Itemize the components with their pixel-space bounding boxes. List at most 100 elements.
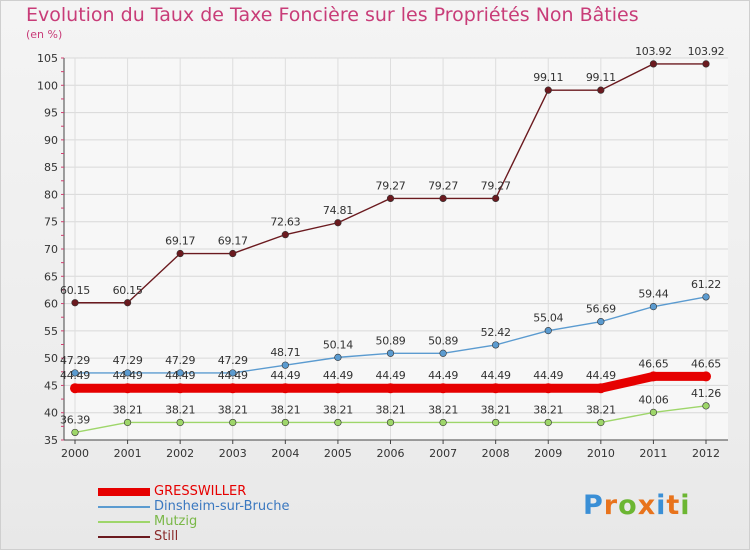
chart-title: Evolution du Taux de Taxe Foncière sur l… [26,4,639,26]
series-mutzig [71,402,710,437]
data-label: 48.71 [270,346,300,359]
data-point [386,194,395,203]
data-point [702,402,710,410]
data-point [438,383,449,394]
data-point [492,341,500,349]
y-tick-label: 75 [44,216,58,229]
data-point [123,369,132,377]
data-point [281,231,289,239]
data-label: 60.15 [60,284,90,297]
data-label: 79.27 [376,179,406,192]
data-label: 38.21 [323,403,353,416]
y-tick-label: 35 [44,434,58,447]
data-label: 38.21 [376,403,406,416]
data-label: 44.49 [270,369,300,382]
x-tick-label: 2012 [692,447,720,460]
data-point [701,371,711,382]
x-tick-label: 2001 [114,447,142,460]
y-tick-label: 45 [44,379,58,392]
data-label: 74.81 [323,204,353,217]
x-tick-label: 2002 [166,447,194,460]
data-point [544,327,552,335]
x-tick-label: 2010 [587,447,615,460]
data-point [175,383,186,394]
data-label: 52.42 [481,326,511,339]
data-label: 44.49 [481,369,511,382]
data-label: 44.49 [586,369,616,382]
data-point [229,249,237,258]
data-label: 56.69 [586,303,616,316]
x-tick-label: 2005 [324,447,352,460]
data-label: 72.63 [270,216,300,229]
data-label: 38.21 [218,403,248,416]
y-tick-label: 95 [44,107,58,120]
data-point [71,428,79,437]
data-point [123,299,132,307]
data-point [492,194,500,203]
data-point [649,60,658,68]
y-tick-label: 90 [44,134,58,147]
data-label: 99.11 [586,71,616,84]
data-label: 47.29 [218,354,248,367]
data-label: 38.21 [586,403,616,416]
series-dinsheim-sur-bruche [71,293,710,377]
x-tick-label: 2000 [61,447,89,460]
proxiti-logo: Proxiti [583,490,691,521]
data-label: 61.22 [691,278,721,291]
y-tick-label: 105 [37,52,58,65]
data-label: 50.89 [428,334,458,347]
logo-letter: o [618,490,638,521]
data-label: 46.65 [638,357,668,370]
series-gresswiller [70,371,711,394]
data-point [334,418,342,427]
data-point [702,60,710,68]
y-tick-label: 40 [44,407,58,420]
data-point [597,86,605,94]
x-tick-label: 2004 [271,447,299,460]
y-tick-label: 60 [44,298,58,311]
data-point [544,418,552,427]
data-point [595,383,606,394]
data-label: 38.21 [481,403,511,416]
y-tick-label: 65 [44,270,58,283]
data-point [492,418,500,427]
legend-label: Still [154,529,179,544]
y-tick-label: 100 [37,79,58,92]
data-point [176,249,184,258]
data-point [386,418,395,427]
data-label: 50.89 [376,334,406,347]
x-tick-label: 2008 [482,447,510,460]
data-label: 44.49 [323,369,353,382]
x-tick-label: 2011 [639,447,667,460]
data-point [229,369,237,377]
data-point [71,299,79,307]
chart-subtitle: (en %) [26,28,63,41]
data-label: 50.14 [323,338,353,351]
data-point [439,194,447,203]
data-point [597,318,605,326]
data-point [702,293,710,301]
data-point [71,369,79,377]
data-label: 44.49 [113,369,143,382]
data-label: 40.06 [638,393,668,406]
data-point [123,418,132,427]
data-label: 44.49 [218,369,248,382]
data-label: 69.17 [218,235,248,248]
logo-letter: r [603,490,619,521]
data-label: 99.11 [533,71,563,84]
data-point [648,371,659,382]
logo-letter: x [637,490,657,521]
data-point [543,383,554,394]
data-point [70,383,80,394]
data-label: 36.39 [60,413,90,426]
data-point [439,418,447,427]
data-label: 38.21 [428,403,458,416]
data-label: 44.49 [376,369,406,382]
x-tick-label: 2006 [377,447,405,460]
x-tick-label: 2009 [534,447,562,460]
data-point [280,383,291,394]
data-point [176,418,184,427]
legend-label: Mutzig [154,514,198,529]
legend-swatch [98,536,150,538]
